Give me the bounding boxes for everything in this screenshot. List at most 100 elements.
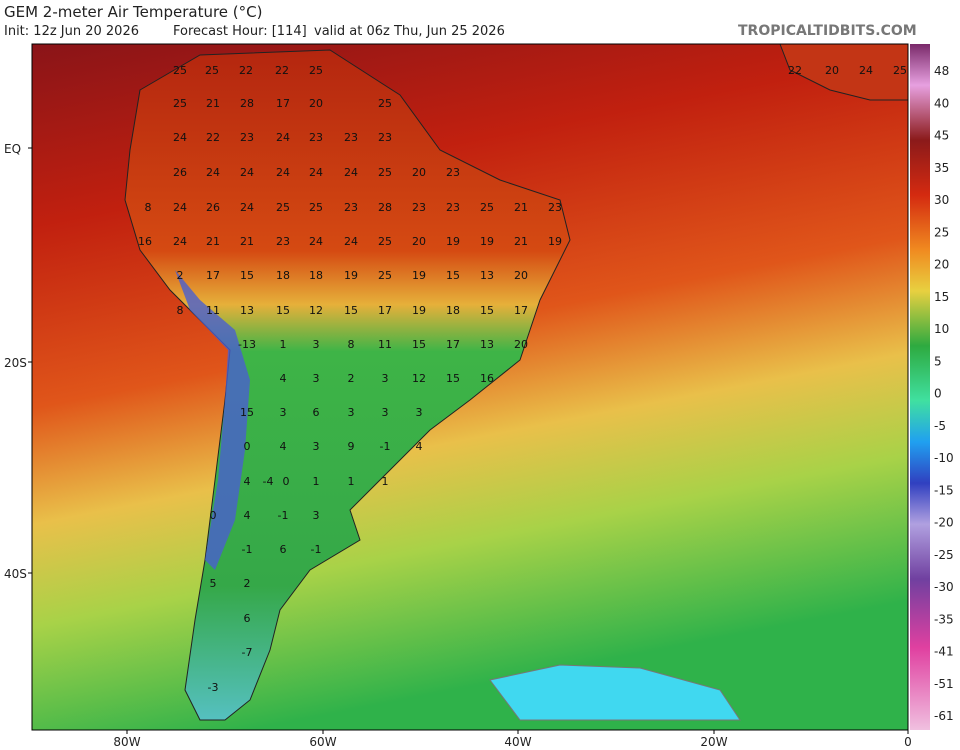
temperature-label: 13	[480, 269, 494, 282]
temperature-label: -1	[242, 543, 253, 556]
temperature-label: 2	[177, 269, 184, 282]
temperature-label: 20	[412, 166, 426, 179]
colorbar-label: -15	[934, 483, 954, 497]
temperature-label: 15	[480, 304, 494, 317]
temperature-label: 23	[276, 235, 290, 248]
temperature-label: 21	[514, 201, 528, 214]
colorbar-label: 5	[934, 354, 942, 368]
temperature-label: 25	[378, 166, 392, 179]
temperature-label: 25	[893, 64, 907, 77]
temperature-label: -3	[208, 681, 219, 694]
temperature-label: 19	[548, 235, 562, 248]
temperature-label: 24	[859, 64, 873, 77]
temperature-label: 20	[825, 64, 839, 77]
temperature-label: 24	[240, 166, 254, 179]
colorbar-label: 10	[934, 322, 949, 336]
temperature-label: 1	[313, 475, 320, 488]
temperature-label: 19	[344, 269, 358, 282]
temperature-label: 4	[280, 440, 287, 453]
colorbar-label: 30	[934, 193, 949, 207]
temperature-label: -7	[242, 646, 253, 659]
temperature-label: 6	[280, 543, 287, 556]
temperature-label: 3	[348, 406, 355, 419]
temperature-label: 21	[514, 235, 528, 248]
temperature-label: 3	[313, 440, 320, 453]
colorbar-label: 45	[934, 129, 949, 143]
temperature-label: 17	[514, 304, 528, 317]
temperature-label: 8	[177, 304, 184, 317]
temperature-label: 24	[240, 201, 254, 214]
temperature-label: 19	[412, 304, 426, 317]
temperature-label: 0	[283, 475, 290, 488]
colorbar-label: -25	[934, 548, 954, 562]
temperature-label: 17	[446, 338, 460, 351]
temperature-label: 20	[514, 338, 528, 351]
colorbar-label: -41	[934, 645, 954, 659]
temperature-label: 24	[309, 235, 323, 248]
temperature-label: 13	[240, 304, 254, 317]
temperature-label: 25	[173, 64, 187, 77]
temperature-label: 25	[276, 201, 290, 214]
temperature-label: 2	[244, 577, 251, 590]
forecast-hour: Forecast Hour: [114]	[173, 24, 307, 39]
colorbar-label: 25	[934, 225, 949, 239]
colorbar-label: -51	[934, 677, 954, 691]
temperature-label: 22	[275, 64, 289, 77]
colorbar-label: 48	[934, 64, 949, 78]
title: GEM 2-meter Air Temperature (°C)	[4, 3, 263, 21]
colorbar-label: 40	[934, 96, 949, 110]
init: Init: 12z Jun 20 2026	[4, 24, 139, 39]
temperature-label: 12	[412, 372, 426, 385]
temperature-label: 4	[244, 475, 251, 488]
andes	[175, 270, 250, 570]
temperature-label: 13	[480, 338, 494, 351]
temperature-label: 25	[309, 201, 323, 214]
lat-label: EQ	[4, 142, 21, 156]
temperature-label: 24	[276, 131, 290, 144]
temperature-label: 15	[412, 338, 426, 351]
temperature-label: 0	[210, 509, 217, 522]
temperature-label: 17	[206, 269, 220, 282]
temperature-label: 24	[173, 235, 187, 248]
colorbar-label: -20	[934, 516, 954, 530]
temperature-label: 26	[173, 166, 187, 179]
temperature-label: 26	[206, 201, 220, 214]
antarctic-cold	[489, 664, 741, 721]
temperature-label: 3	[382, 372, 389, 385]
temperature-label: 17	[276, 97, 290, 110]
temperature-label: 12	[309, 304, 323, 317]
temperature-label: -1	[380, 440, 391, 453]
lat-label: 20S	[4, 356, 27, 370]
temperature-label: 1	[382, 475, 389, 488]
lon-label: 0	[904, 735, 912, 749]
temperature-label: 11	[206, 304, 220, 317]
temperature-label: 24	[206, 166, 220, 179]
colorbar-label: 20	[934, 258, 949, 272]
temperature-label: 21	[240, 235, 254, 248]
lat-label: 40S	[4, 567, 27, 581]
temperature-label: 3	[416, 406, 423, 419]
temperature-label: 25	[205, 64, 219, 77]
temperature-label: 17	[378, 304, 392, 317]
temperature-label: 16	[138, 235, 152, 248]
temperature-label: 5	[210, 577, 217, 590]
temperature-label: 2	[348, 372, 355, 385]
temperature-label: 8	[348, 338, 355, 351]
temperature-label: 20	[514, 269, 528, 282]
temperature-label: 20	[412, 235, 426, 248]
temperature-label: 24	[344, 166, 358, 179]
colorbar-label: -5	[934, 419, 946, 433]
temperature-label: 22	[788, 64, 802, 77]
map-frame	[31, 43, 909, 731]
temperature-label: 25	[378, 97, 392, 110]
temperature-label: 21	[206, 235, 220, 248]
temperature-label: 1	[280, 338, 287, 351]
temperature-label: 23	[548, 201, 562, 214]
temperature-label: 16	[480, 372, 494, 385]
temperature-label: 3	[313, 338, 320, 351]
colorbar-label: -30	[934, 580, 954, 594]
temperature-label: 18	[446, 304, 460, 317]
temperature-label: 15	[276, 304, 290, 317]
colorbar-label: 35	[934, 161, 949, 175]
